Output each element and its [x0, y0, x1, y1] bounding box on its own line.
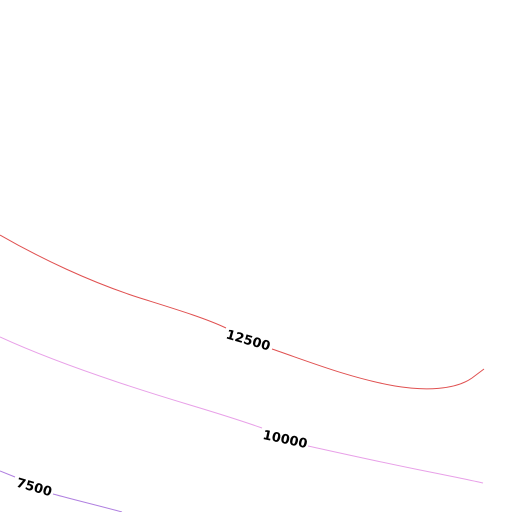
contour-line — [307, 445, 484, 484]
contour-line — [0, 470, 16, 478]
contour-line — [0, 234, 227, 329]
contour-line — [271, 348, 485, 390]
contour-line — [52, 493, 123, 512]
contour-line — [0, 336, 263, 429]
